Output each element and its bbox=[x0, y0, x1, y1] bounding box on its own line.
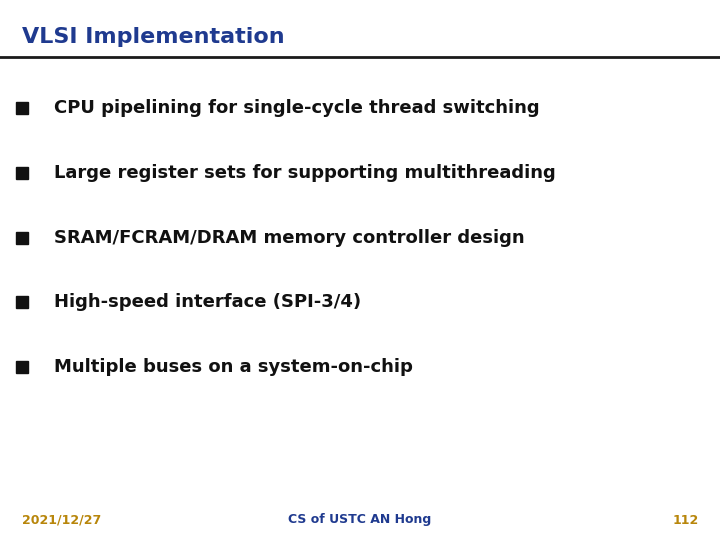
Text: CPU pipelining for single-cycle thread switching: CPU pipelining for single-cycle thread s… bbox=[54, 99, 539, 117]
Text: 2021/12/27: 2021/12/27 bbox=[22, 514, 101, 526]
Text: VLSI Implementation: VLSI Implementation bbox=[22, 27, 284, 47]
Text: Large register sets for supporting multithreading: Large register sets for supporting multi… bbox=[54, 164, 556, 182]
Text: 112: 112 bbox=[672, 514, 698, 526]
Text: Multiple buses on a system-on-chip: Multiple buses on a system-on-chip bbox=[54, 358, 413, 376]
Text: High-speed interface (SPI-3/4): High-speed interface (SPI-3/4) bbox=[54, 293, 361, 312]
Text: SRAM/FCRAM/DRAM memory controller design: SRAM/FCRAM/DRAM memory controller design bbox=[54, 228, 525, 247]
Text: CS of USTC AN Hong: CS of USTC AN Hong bbox=[289, 514, 431, 526]
